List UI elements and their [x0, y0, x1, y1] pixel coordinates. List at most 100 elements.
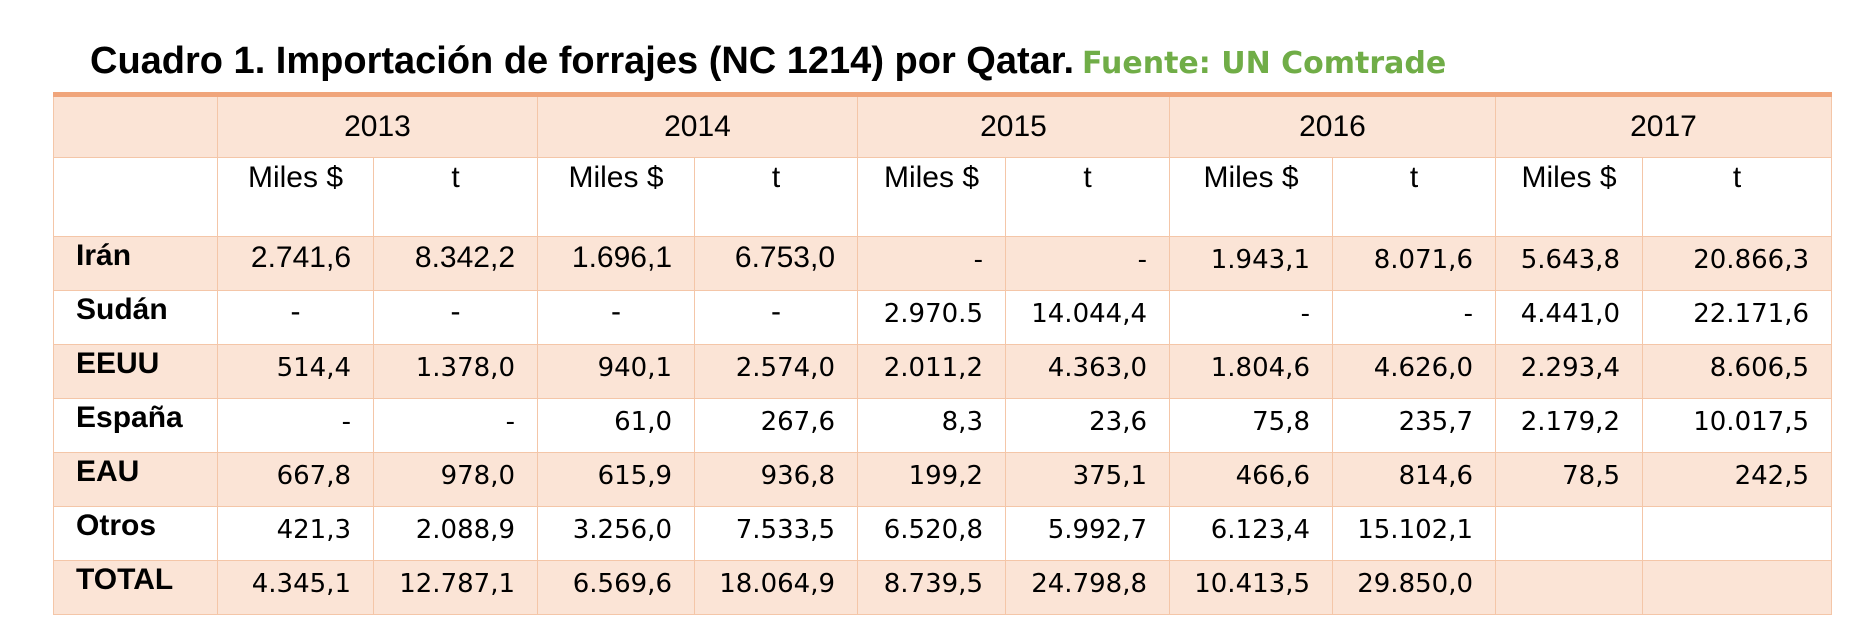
table-cell [1495, 506, 1643, 561]
row-label: Sudán [53, 290, 218, 345]
table-row: TOTAL 4.345,1 12.787,1 6.569,6 18.064,9 8.739… [53, 560, 1832, 615]
table-cell [1642, 560, 1832, 615]
table-cell: 29.850,0 [1332, 560, 1496, 615]
table-cell: 4.363,0 [1005, 344, 1170, 399]
corner-cell [53, 157, 218, 237]
table-title: Cuadro 1. Importación de forrajes (NC 12… [90, 40, 1075, 82]
table-cell: - [217, 290, 374, 345]
table-cell: 7.533,5 [694, 506, 858, 561]
table-cell: 235,7 [1332, 398, 1496, 453]
table-cell: 814,6 [1332, 452, 1496, 507]
table-cell: 2.011,2 [857, 344, 1006, 399]
table-cell: 2.179,2 [1495, 398, 1643, 453]
table-cell: 23,6 [1005, 398, 1170, 453]
table-cell: 8.739,5 [857, 560, 1006, 615]
row-label: EAU [53, 452, 218, 507]
table-cell: 1.943,1 [1169, 236, 1333, 291]
table-cell: - [1332, 290, 1496, 345]
table-cell: 6.569,6 [537, 560, 695, 615]
unit-header: Miles $ [857, 157, 1006, 237]
table-cell: 8,3 [857, 398, 1006, 453]
table-row: EEUU 514,4 1.378,0 940,1 2.574,0 2.011,2 4.363… [53, 344, 1832, 399]
table-cell: 8.342,2 [373, 236, 538, 291]
table-cell: - [373, 398, 538, 453]
table-cell: 2.574,0 [694, 344, 858, 399]
table-cell: 2.088,9 [373, 506, 538, 561]
year-header: 2017 [1495, 92, 1832, 158]
unit-header-row: Miles $ t Miles $ t Miles $ t Miles $ t … [53, 157, 1832, 237]
table-cell: - [1005, 236, 1170, 291]
table-cell: - [217, 398, 374, 453]
table-cell [1642, 506, 1832, 561]
table-cell: 667,8 [217, 452, 374, 507]
table-cell: 18.064,9 [694, 560, 858, 615]
table-row: Otros 421,3 2.088,9 3.256,0 7.533,5 6.520,8 5.… [53, 506, 1832, 561]
table-cell: 6.123,4 [1169, 506, 1333, 561]
unit-header: Miles $ [1495, 157, 1643, 237]
row-label: TOTAL [53, 560, 218, 615]
table-cell: 4.626,0 [1332, 344, 1496, 399]
table-cell: 2.741,6 [217, 236, 374, 291]
table-cell: 4.345,1 [217, 560, 374, 615]
table-cell: - [857, 236, 1006, 291]
table-cell: 199,2 [857, 452, 1006, 507]
imports-table: 2013 2014 2015 2016 2017 Miles $ t Miles… [53, 92, 1832, 615]
table-cell: 6.753,0 [694, 236, 858, 291]
table-cell: 24.798,8 [1005, 560, 1170, 615]
table-cell: - [694, 290, 858, 345]
table-cell: 978,0 [373, 452, 538, 507]
year-header: 2014 [537, 92, 858, 158]
table-cell: 5.643,8 [1495, 236, 1643, 291]
table-cell: 1.804,6 [1169, 344, 1333, 399]
table-cell: 8.606,5 [1642, 344, 1832, 399]
table-cell: 75,8 [1169, 398, 1333, 453]
year-header-row: 2013 2014 2015 2016 2017 [53, 92, 1832, 158]
unit-header: t [1332, 157, 1496, 237]
table-source: Fuente: UN Comtrade [1082, 46, 1447, 81]
year-header: 2013 [217, 92, 538, 158]
year-header: 2015 [857, 92, 1170, 158]
table-cell: 1.378,0 [373, 344, 538, 399]
unit-header: Miles $ [537, 157, 695, 237]
unit-header: Miles $ [1169, 157, 1333, 237]
year-header: 2016 [1169, 92, 1496, 158]
table-cell: 267,6 [694, 398, 858, 453]
table-cell: 20.866,3 [1642, 236, 1832, 291]
table-cell: 8.071,6 [1332, 236, 1496, 291]
table-cell: 466,6 [1169, 452, 1333, 507]
table-cell: 61,0 [537, 398, 695, 453]
table-cell: 14.044,4 [1005, 290, 1170, 345]
table-cell: 78,5 [1495, 452, 1643, 507]
table-cell: 12.787,1 [373, 560, 538, 615]
table-cell: 10.413,5 [1169, 560, 1333, 615]
unit-header: t [694, 157, 858, 237]
table-cell: 615,9 [537, 452, 695, 507]
unit-header: Miles $ [217, 157, 374, 237]
table-caption: Cuadro 1. Importación de forrajes (NC 12… [90, 40, 1446, 83]
table-cell: 421,3 [217, 506, 374, 561]
row-label: Irán [53, 236, 218, 291]
table-cell: 940,1 [537, 344, 695, 399]
unit-header: t [373, 157, 538, 237]
unit-header: t [1005, 157, 1170, 237]
table-cell: 3.256,0 [537, 506, 695, 561]
table-row: Irán 2.741,6 8.342,2 1.696,1 6.753,0- -1.943,… [53, 236, 1832, 291]
row-label: Otros [53, 506, 218, 561]
table-cell [1495, 560, 1643, 615]
table-cell: 1.696,1 [537, 236, 695, 291]
table-row: EAU 667,8 978,0 615,9 936,8 199,2 375,1 466,6 81… [53, 452, 1832, 507]
table-cell: 5.992,7 [1005, 506, 1170, 561]
table-cell: 242,5 [1642, 452, 1832, 507]
table-cell: 2.293,4 [1495, 344, 1643, 399]
table-cell: - [373, 290, 538, 345]
table-cell: 514,4 [217, 344, 374, 399]
table-cell: - [1169, 290, 1333, 345]
table-cell: 10.017,5 [1642, 398, 1832, 453]
row-label: EEUU [53, 344, 218, 399]
table-cell: 6.520,8 [857, 506, 1006, 561]
table-cell: 4.441,0 [1495, 290, 1643, 345]
unit-header: t [1642, 157, 1832, 237]
table-cell: 2.970.5 [857, 290, 1006, 345]
table-row: España - -61,0 267,6 8,3 23,6 75,8 235,7 2.179,2… [53, 398, 1832, 453]
table-cell: 936,8 [694, 452, 858, 507]
